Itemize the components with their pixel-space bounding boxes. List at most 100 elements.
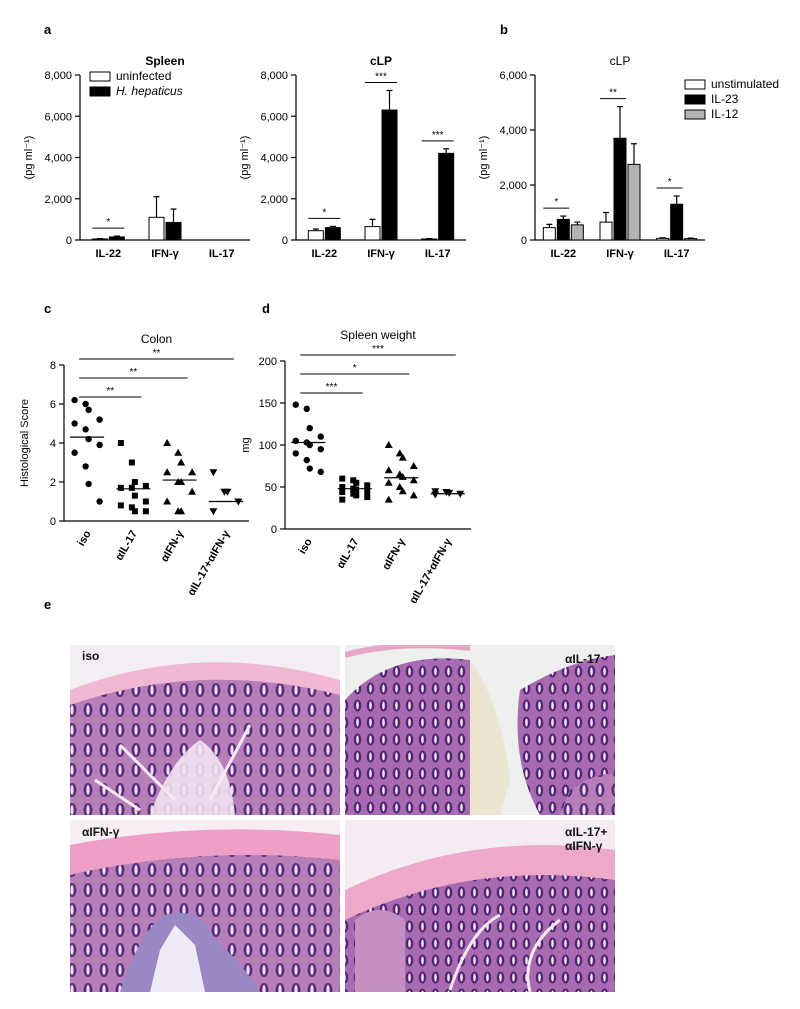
- data-point: [384, 478, 393, 486]
- histology-image-anti-il17-anti-ifng: [345, 820, 615, 992]
- y-tick-label: 50: [265, 482, 277, 494]
- histology-image-iso: [70, 645, 340, 815]
- data-point: [398, 487, 407, 495]
- bar: [570, 224, 584, 241]
- bar: [307, 230, 324, 241]
- legend-swatch: [684, 79, 706, 90]
- data-point: [303, 456, 310, 464]
- y-tick-label: 2,000: [499, 180, 527, 192]
- significance-stars: ***: [375, 71, 387, 82]
- y-tick-label: 4,000: [260, 153, 288, 165]
- data-point: [82, 463, 89, 470]
- y-tick-label: 6,000: [44, 111, 72, 123]
- bar: [108, 236, 125, 241]
- data-point: [364, 482, 371, 489]
- data-point: [317, 468, 324, 476]
- x-category-label: IFN-γ: [606, 248, 634, 260]
- data-point: [353, 492, 360, 499]
- histology-image-anti-il17: [345, 645, 615, 815]
- data-point: [431, 491, 440, 499]
- data-point: [409, 491, 418, 499]
- data-point: [364, 494, 371, 501]
- x-category-label: IL-17: [664, 248, 690, 260]
- significance-stars: **: [129, 367, 137, 378]
- legend-swatch: [89, 71, 111, 82]
- y-tick-label: 4,000: [499, 125, 527, 137]
- y-axis-label: (pg ml⁻¹): [478, 136, 490, 180]
- chart-title: cLP: [610, 54, 631, 68]
- x-category-label: IL-17: [209, 248, 235, 260]
- bar: [684, 238, 698, 241]
- x-category-label: IL-22: [550, 248, 576, 260]
- y-tick-label: 4,000: [44, 153, 72, 165]
- y-tick-label: 6: [50, 399, 56, 411]
- y-tick-label: 6,000: [260, 111, 288, 123]
- panel-label-a: a: [44, 22, 52, 37]
- x-category-label: αIL-17: [335, 537, 362, 571]
- bar: [542, 227, 556, 241]
- significance-stars: *: [322, 207, 326, 218]
- significance-stars: **: [153, 348, 161, 359]
- x-category-label: IL-22: [95, 248, 121, 260]
- y-tick-label: 0: [66, 235, 72, 247]
- chart-spleen-cytokines: Spleen 0 2,000 4,000 6,000 8,000 (pg ml⁻¹) IL-2…: [23, 54, 250, 260]
- chart-title: cLP: [370, 54, 392, 68]
- data-point: [188, 468, 197, 476]
- data-point: [85, 406, 92, 414]
- bar: [599, 221, 613, 241]
- y-tick-label: 2,000: [260, 194, 288, 206]
- data-point: [317, 446, 324, 453]
- data-point: [306, 425, 313, 432]
- y-tick-label: 200: [259, 356, 277, 368]
- data-point: [303, 405, 310, 413]
- histology-label-combo-line2: αIFN-γ: [565, 839, 603, 853]
- data-point: [142, 482, 149, 489]
- data-point: [71, 449, 78, 456]
- panel-label-c: c: [44, 301, 51, 316]
- histology-label-iso: iso: [82, 649, 99, 663]
- data-point: [306, 441, 313, 449]
- histology-label-anti-ifng: αIFN-γ: [82, 825, 120, 839]
- data-point: [395, 483, 404, 490]
- y-tick-label: 100: [259, 440, 277, 452]
- y-tick-label: 0: [50, 516, 56, 528]
- bar: [556, 218, 570, 241]
- data-point: [71, 420, 78, 427]
- legend-label: uninfected: [116, 69, 171, 83]
- x-category-label: iso: [75, 528, 93, 548]
- x-category-label: αIFN-γ: [380, 536, 408, 572]
- data-point: [384, 441, 393, 448]
- y-tick-label: 0: [521, 235, 527, 247]
- bar: [627, 163, 641, 241]
- y-axis-label: (pg ml⁻¹): [239, 136, 251, 180]
- data-point: [177, 458, 186, 466]
- significance-stars: *: [106, 217, 110, 228]
- y-axis-label: Histological Score: [19, 399, 31, 487]
- y-tick-label: 2,000: [44, 194, 72, 206]
- data-point: [131, 492, 138, 499]
- data-point: [292, 450, 299, 457]
- data-point: [339, 496, 346, 503]
- y-axis-label: (pg ml⁻¹): [23, 136, 35, 180]
- data-point: [177, 478, 186, 485]
- significance-stars: ***: [326, 382, 338, 393]
- legend-swatch: [684, 109, 706, 120]
- data-point: [131, 479, 138, 485]
- data-point: [85, 480, 92, 488]
- x-category-label: IFN-γ: [367, 248, 395, 260]
- x-category-label: αIL-17: [113, 529, 140, 563]
- bar: [656, 237, 670, 241]
- y-tick-label: 4: [50, 438, 56, 450]
- data-point: [82, 426, 89, 433]
- bar: [670, 203, 684, 241]
- legend-label: IL-23: [711, 92, 739, 106]
- y-axis-label: mg: [240, 437, 252, 452]
- chart-colon-histology-score: Colon 0 2 4 6 8 Histological Score iso αIL-17 αIF…: [19, 332, 249, 598]
- data-point: [353, 486, 360, 493]
- legend-label: unstimulated: [711, 77, 779, 91]
- x-category-label: IL-22: [311, 248, 337, 260]
- data-point: [339, 484, 346, 490]
- legend-swatch: [89, 86, 111, 97]
- x-category-label: αIFN-γ: [159, 528, 187, 564]
